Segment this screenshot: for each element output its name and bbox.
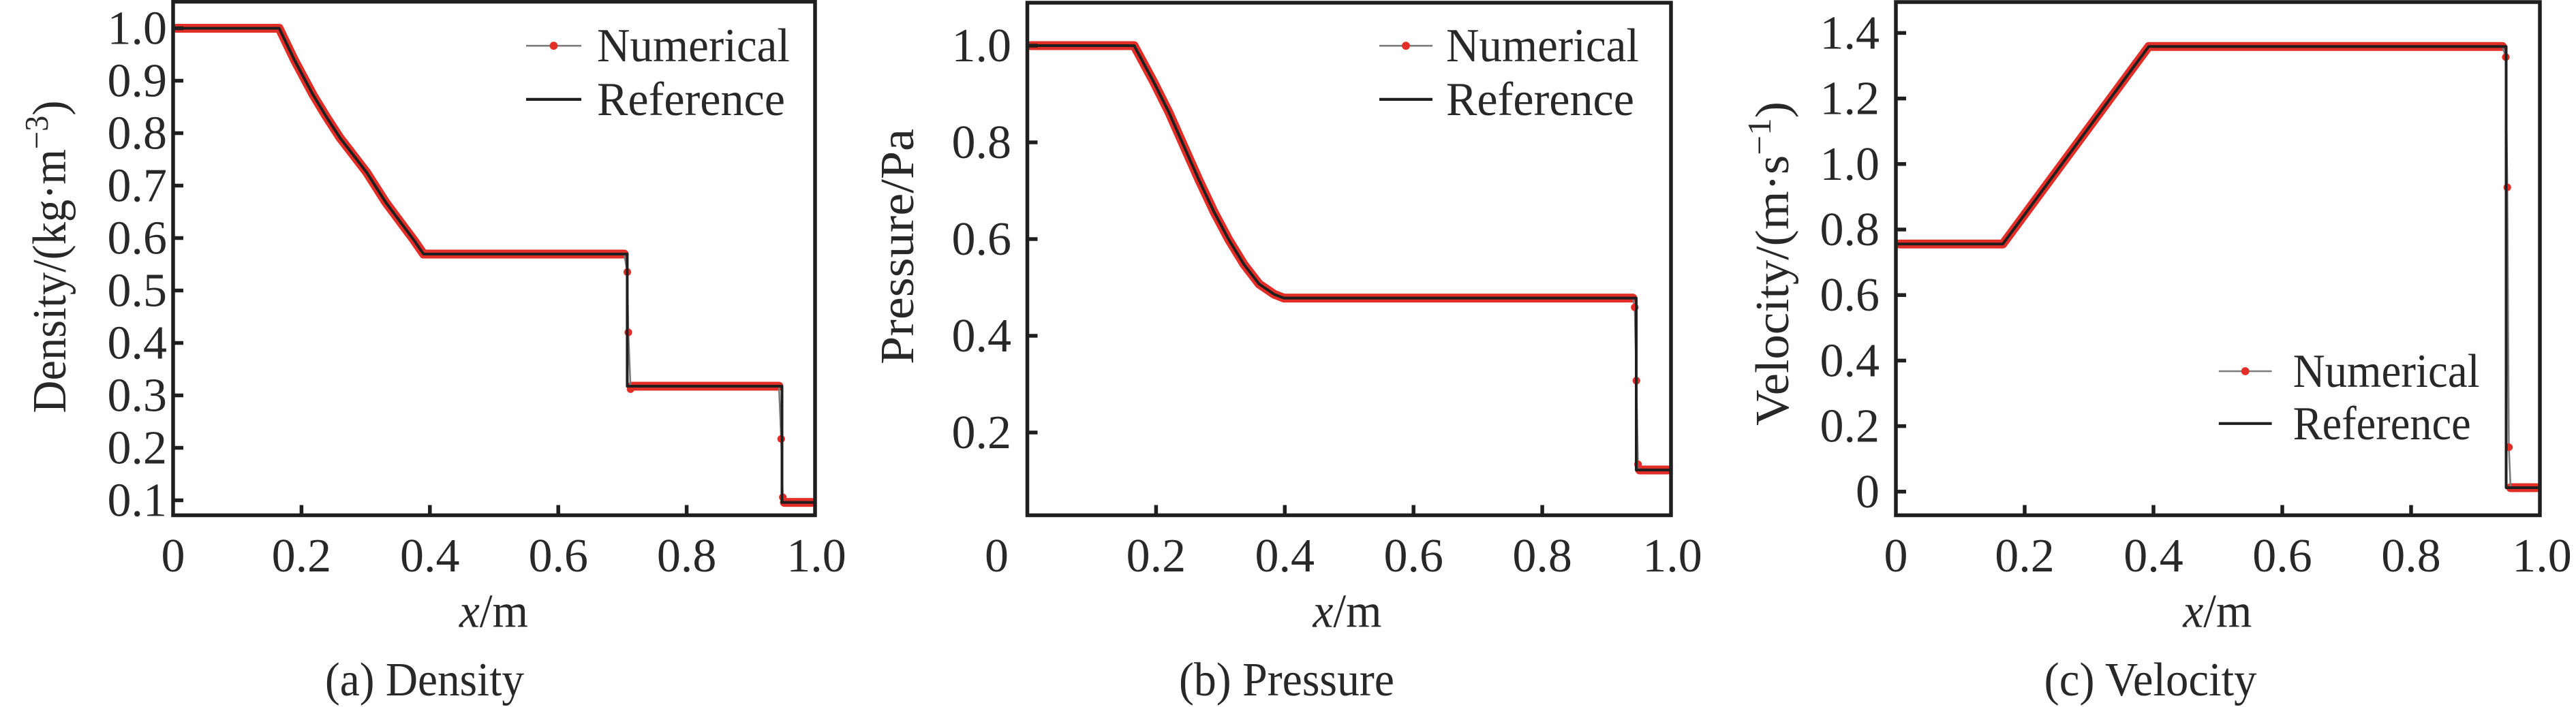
svg-text:0: 0 xyxy=(985,530,1009,582)
svg-text:0.2: 0.2 xyxy=(952,407,1012,459)
svg-text:0.4: 0.4 xyxy=(1255,530,1315,582)
svg-text:0.5: 0.5 xyxy=(108,265,168,317)
svg-text:1.0: 1.0 xyxy=(1642,530,1702,582)
svg-text:(a) Density: (a) Density xyxy=(325,654,524,706)
svg-text:0.8: 0.8 xyxy=(1820,204,1880,256)
svg-text:1.0: 1.0 xyxy=(786,530,846,582)
svg-text:Numerical: Numerical xyxy=(2293,345,2480,398)
svg-text:(c) Velocity: (c) Velocity xyxy=(2044,654,2257,706)
svg-text:x/m: x/m xyxy=(2182,586,2252,638)
svg-text:Reference: Reference xyxy=(1446,74,1634,126)
svg-text:1.2: 1.2 xyxy=(1820,73,1880,125)
svg-text:0.2: 0.2 xyxy=(1820,400,1880,453)
svg-text:0.6: 0.6 xyxy=(1820,269,1880,321)
svg-text:Reference: Reference xyxy=(597,74,785,126)
svg-text:0.6: 0.6 xyxy=(2252,530,2312,582)
svg-text:1.0: 1.0 xyxy=(1820,138,1880,191)
svg-text:x/m: x/m xyxy=(459,586,528,638)
svg-text:(b) Pressure: (b) Pressure xyxy=(1179,654,1394,706)
svg-text:0.7: 0.7 xyxy=(108,160,168,213)
svg-text:0.8: 0.8 xyxy=(108,108,168,160)
svg-text:Density/(kg·m−3): Density/(kg·m−3) xyxy=(18,101,76,413)
svg-text:Numerical: Numerical xyxy=(597,20,790,72)
svg-text:0: 0 xyxy=(162,530,185,582)
svg-text:1.0: 1.0 xyxy=(952,20,1012,72)
svg-text:0.2: 0.2 xyxy=(272,530,332,582)
svg-text:0.8: 0.8 xyxy=(952,116,1012,169)
svg-text:Reference: Reference xyxy=(2293,398,2471,450)
svg-text:Velocity/(m·s−1): Velocity/(m·s−1) xyxy=(1741,101,1799,426)
svg-text:1.0: 1.0 xyxy=(108,3,168,55)
svg-text:0.6: 0.6 xyxy=(1383,530,1443,582)
svg-text:0.4: 0.4 xyxy=(400,530,460,582)
svg-text:0: 0 xyxy=(1884,530,1908,582)
svg-text:Numerical: Numerical xyxy=(1446,20,1639,72)
svg-text:0.4: 0.4 xyxy=(108,317,168,370)
svg-text:0.8: 0.8 xyxy=(1512,530,1572,582)
svg-text:0.2: 0.2 xyxy=(1126,530,1186,582)
svg-text:0.9: 0.9 xyxy=(108,55,168,108)
svg-text:0.6: 0.6 xyxy=(108,213,168,265)
svg-text:0.4: 0.4 xyxy=(1820,334,1880,387)
svg-text:1.4: 1.4 xyxy=(1820,7,1880,59)
svg-text:0.8: 0.8 xyxy=(2381,530,2441,582)
svg-text:0.2: 0.2 xyxy=(108,422,168,475)
svg-text:0.6: 0.6 xyxy=(528,530,588,582)
svg-text:x/m: x/m xyxy=(1313,586,1382,638)
svg-text:0.1: 0.1 xyxy=(108,475,168,527)
svg-text:0.6: 0.6 xyxy=(952,213,1012,266)
svg-text:0.4: 0.4 xyxy=(952,310,1012,362)
svg-text:1.0: 1.0 xyxy=(2512,530,2572,582)
svg-text:0.2: 0.2 xyxy=(1995,530,2055,582)
svg-text:Pressure/Pa: Pressure/Pa xyxy=(872,129,924,364)
svg-text:0.4: 0.4 xyxy=(2123,530,2183,582)
svg-text:0: 0 xyxy=(1856,466,1880,518)
svg-text:0.3: 0.3 xyxy=(108,370,168,422)
svg-text:0.8: 0.8 xyxy=(657,530,717,582)
